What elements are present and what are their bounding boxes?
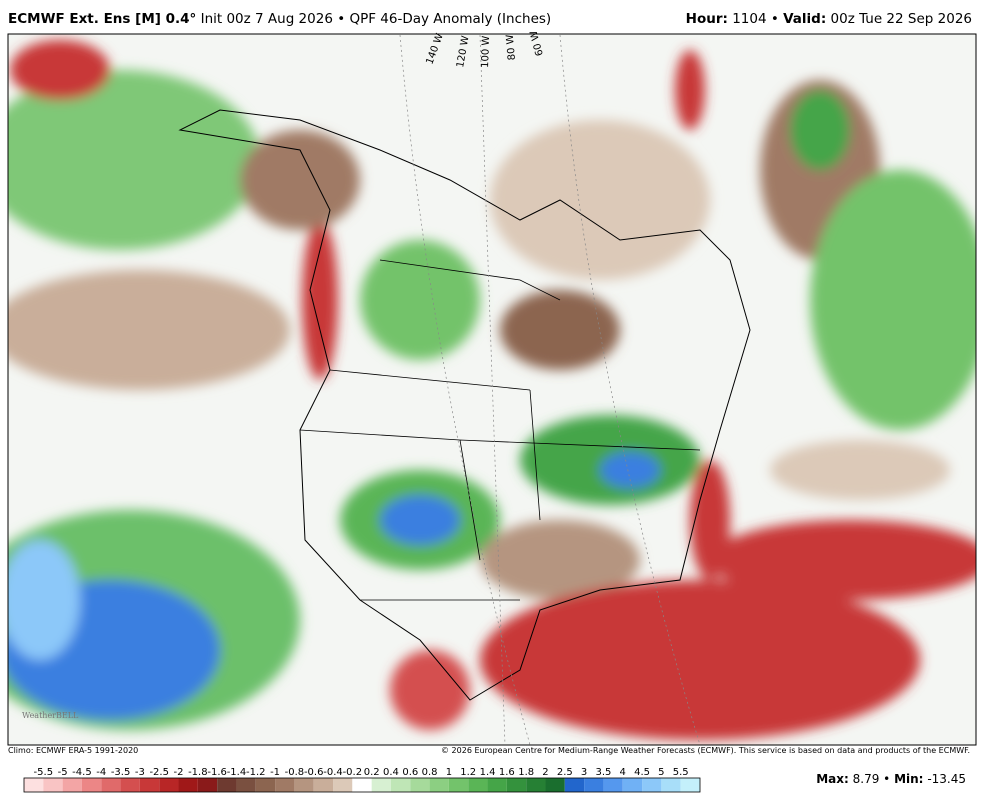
colorbar-swatch xyxy=(506,778,527,792)
colorbar-swatch xyxy=(197,778,218,792)
colorbar-swatch xyxy=(120,778,140,792)
colorbar-label: -4 xyxy=(96,767,106,778)
header-left: ECMWF Ext. Ens [M] 0.4° Init 00z 7 Aug 2… xyxy=(8,11,552,27)
stats: Max: 8.79 • Min: -13.45 xyxy=(816,772,966,786)
colorbar-swatch xyxy=(178,778,198,792)
colorbar-swatch xyxy=(139,778,160,792)
colorbar-swatch xyxy=(545,778,565,792)
colorbar-swatch xyxy=(275,778,295,792)
colorbar-swatch xyxy=(429,778,449,792)
colorbar-swatch xyxy=(468,778,488,792)
colorbar-swatch xyxy=(526,778,546,792)
colorbar-label: 5 xyxy=(658,767,664,778)
colorbar-label: -2.5 xyxy=(149,767,169,778)
model: ECMWF Ext. Ens [M] 0.4° xyxy=(8,11,197,27)
colorbar-label: 0.8 xyxy=(422,767,438,778)
colorbar-label: -1.4 xyxy=(227,767,247,778)
colorbar-label: 0.4 xyxy=(383,767,399,778)
colorbar-swatch xyxy=(371,778,391,792)
colorbar-swatch xyxy=(487,778,507,792)
colorbar-label: -1.8 xyxy=(188,767,208,778)
colorbar-swatch xyxy=(313,778,334,792)
colorbar-label: 4 xyxy=(620,767,626,778)
colorbar-swatch xyxy=(62,778,82,792)
colorbar-label: 1 xyxy=(446,767,452,778)
colorbar-label: -0.8 xyxy=(285,767,305,778)
colorbar-label: -3 xyxy=(135,767,145,778)
colorbar-swatch xyxy=(642,778,662,792)
colorbar-label: 2 xyxy=(542,767,548,778)
colorbar-label: -0.4 xyxy=(323,767,343,778)
colorbar-label: 1.2 xyxy=(460,767,476,778)
colorbar-label: 3 xyxy=(581,767,587,778)
colorbar-swatch xyxy=(159,778,179,792)
colorbar-swatch xyxy=(81,778,102,792)
watermark: WeatherBELL xyxy=(22,711,79,720)
valid-label: Valid: xyxy=(783,11,827,27)
climo: Climo: ECMWF ERA-5 1991-2020 xyxy=(8,746,139,755)
colorbar-swatch xyxy=(236,778,256,792)
colorbar-label: -4.5 xyxy=(72,767,92,778)
colorbar-label: -3.5 xyxy=(111,767,131,778)
header-right: Hour: 1104 • Valid: 00z Tue 22 Sep 2026 xyxy=(685,11,972,27)
colorbar-swatch xyxy=(217,778,237,792)
colorbar-swatch xyxy=(603,778,623,792)
colorbar-label: -1 xyxy=(270,767,280,778)
min: -13.45 xyxy=(927,772,966,786)
colorbar-label: -0.2 xyxy=(343,767,363,778)
max-label: Max: xyxy=(816,772,849,786)
colorbar-swatch xyxy=(101,778,121,792)
init: Init 00z 7 Aug 2026 xyxy=(200,11,333,27)
hour: 1104 xyxy=(732,11,767,27)
colorbar: -5.5 -5 -4.5 -4 -3.5 -3 -2.5 -2 -1.8 -1.6 -1.4 -1.2… xyxy=(23,767,701,793)
colorbar-swatch xyxy=(352,778,372,792)
colorbar-swatch xyxy=(661,778,681,792)
colorbar-label: 1.8 xyxy=(518,767,534,778)
min-label: Min: xyxy=(894,772,924,786)
colorbar-label: 2.5 xyxy=(557,767,573,778)
colorbar-swatch xyxy=(333,778,353,792)
colorbar-swatch xyxy=(255,778,276,792)
colorbar-label: 1.4 xyxy=(480,767,496,778)
colorbar-swatch xyxy=(448,778,469,792)
colorbar-label: -5 xyxy=(58,767,68,778)
copyright: © 2026 European Centre for Medium-Range … xyxy=(441,746,970,755)
colorbar-label: 3.5 xyxy=(595,767,611,778)
product: QPF 46-Day Anomaly (Inches) xyxy=(349,11,552,27)
colorbar-label: 1.6 xyxy=(499,767,515,778)
colorbar-swatch xyxy=(43,778,63,792)
colorbar-swatch xyxy=(622,778,643,792)
colorbar-label: 4.5 xyxy=(634,767,650,778)
anomaly-field xyxy=(8,34,976,745)
colorbar-frame xyxy=(23,777,701,793)
colorbar-label: -1.6 xyxy=(207,767,227,778)
colorbar-label: -0.6 xyxy=(304,767,324,778)
colorbar-label: 0.2 xyxy=(364,767,380,778)
colorbar-swatch xyxy=(294,778,314,792)
colorbar-label: 0.6 xyxy=(402,767,418,778)
colorbar-label: 5.5 xyxy=(673,767,689,778)
lon-label: 100 W xyxy=(480,35,492,68)
hour-label: Hour: xyxy=(685,11,728,27)
colorbar-label: -2 xyxy=(174,767,184,778)
colorbar-swatch xyxy=(390,778,411,792)
colorbar-swatch xyxy=(564,778,585,792)
lon-label: 80 W xyxy=(505,34,518,61)
max: 8.79 xyxy=(852,772,880,786)
colorbar-swatch xyxy=(584,778,604,792)
valid: 00z Tue 22 Sep 2026 xyxy=(830,11,972,27)
colorbar-label: -1.2 xyxy=(246,767,266,778)
colorbar-label: -5.5 xyxy=(34,767,54,778)
colorbar-swatch xyxy=(24,778,44,792)
colorbar-swatch xyxy=(680,778,700,792)
colorbar-swatch xyxy=(410,778,430,792)
